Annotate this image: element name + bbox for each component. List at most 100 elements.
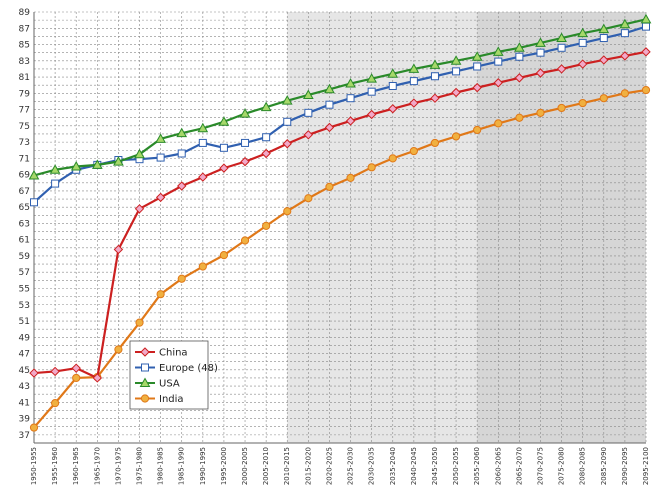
data-point	[430, 138, 440, 148]
data-point	[473, 125, 482, 135]
data-point	[598, 23, 610, 34]
data-point	[535, 68, 546, 78]
data-point	[29, 423, 39, 432]
data-point	[641, 47, 651, 57]
x-tick-label: 2010-2015	[283, 447, 291, 485]
data-point	[135, 318, 144, 327]
data-point	[388, 104, 398, 114]
y-tick-label: 65	[19, 203, 30, 213]
data-point	[134, 148, 145, 159]
y-tick-label: 67	[19, 187, 30, 197]
data-point	[640, 13, 652, 24]
data-point	[176, 127, 188, 138]
data-point	[198, 138, 207, 147]
y-tick-label: 39	[19, 415, 31, 425]
data-point	[388, 82, 397, 91]
legend-label: USA	[159, 379, 180, 390]
data-point	[556, 32, 567, 43]
data-point	[283, 207, 292, 216]
data-point	[366, 73, 378, 83]
data-point	[578, 38, 587, 47]
data-point	[578, 98, 587, 108]
y-tick-label: 63	[19, 219, 30, 229]
data-point	[51, 179, 60, 188]
data-point	[281, 95, 293, 105]
data-point	[346, 94, 355, 103]
legend-item: India	[135, 394, 184, 405]
y-tick-label: 81	[19, 73, 30, 83]
data-point	[302, 89, 314, 99]
legend: China Europe (48) USA India	[129, 340, 218, 410]
data-point	[471, 51, 483, 61]
y-tick-label: 59	[19, 252, 31, 262]
data-point	[134, 204, 145, 214]
x-tick-label: 2050-2055	[452, 447, 460, 485]
y-tick-label: 71	[19, 154, 30, 164]
legend-label: Europe (48)	[159, 363, 218, 374]
data-point	[494, 57, 503, 66]
x-tick-label: 2035-2040	[389, 447, 397, 485]
y-tick-label: 85	[19, 41, 30, 51]
y-tick-label: 75	[19, 122, 30, 132]
series-europe-48	[30, 22, 650, 207]
data-point	[494, 119, 503, 128]
data-point	[367, 87, 376, 96]
y-tick-label: 87	[19, 24, 30, 34]
data-point	[515, 52, 524, 61]
data-point	[536, 108, 545, 117]
data-point	[409, 77, 418, 86]
data-point	[430, 72, 439, 81]
data-point	[240, 236, 250, 245]
x-tick-label: 2070-2075	[536, 447, 544, 485]
plot-background	[34, 12, 646, 443]
data-point	[451, 87, 461, 98]
x-tick-label: 1975-1980	[136, 447, 144, 485]
y-tick-label: 55	[19, 284, 30, 294]
legend-item: USA	[135, 377, 180, 390]
y-tick-label: 83	[19, 57, 30, 67]
data-point	[219, 143, 228, 152]
data-point	[240, 156, 250, 167]
data-point	[619, 18, 631, 29]
data-point	[367, 163, 376, 172]
data-point	[472, 82, 482, 93]
data-point	[50, 366, 60, 377]
series-usa	[28, 13, 652, 180]
data-point	[325, 100, 334, 109]
data-point	[346, 173, 355, 182]
data-point	[599, 34, 608, 43]
y-tick-label: 45	[19, 366, 30, 376]
x-tick-label: 2075-2080	[558, 447, 566, 485]
data-point	[388, 154, 397, 163]
x-tick-label: 2030-2035	[368, 447, 376, 485]
y-tick-label: 37	[19, 431, 30, 441]
data-point	[29, 368, 39, 378]
y-tick-label: 61	[19, 236, 30, 246]
data-point	[536, 48, 545, 57]
data-point	[366, 109, 377, 120]
data-point	[451, 132, 461, 141]
data-point	[51, 399, 60, 408]
y-tick-label: 73	[19, 138, 30, 148]
data-point	[620, 51, 630, 61]
x-tick-label: 1995-2000	[220, 447, 228, 485]
data-point	[261, 148, 271, 159]
data-point	[429, 59, 441, 69]
data-point	[198, 262, 207, 271]
gridlines	[33, 11, 647, 444]
x-tick-label: 1955-1960	[51, 447, 59, 485]
x-tick-label: 2005-2010	[262, 447, 270, 485]
data-point	[642, 22, 650, 31]
x-tick-label: 1970-1975	[114, 447, 122, 485]
data-point	[409, 146, 418, 156]
data-point	[219, 163, 229, 173]
series-india	[29, 85, 651, 432]
data-point	[515, 113, 524, 122]
legend-item: China	[135, 347, 188, 359]
data-point	[282, 139, 292, 149]
data-point	[91, 159, 103, 169]
data-point	[30, 198, 38, 207]
x-tick-label: 2080-2085	[579, 447, 587, 485]
data-point	[92, 373, 103, 383]
x-tick-label: 2065-2070	[515, 447, 523, 485]
